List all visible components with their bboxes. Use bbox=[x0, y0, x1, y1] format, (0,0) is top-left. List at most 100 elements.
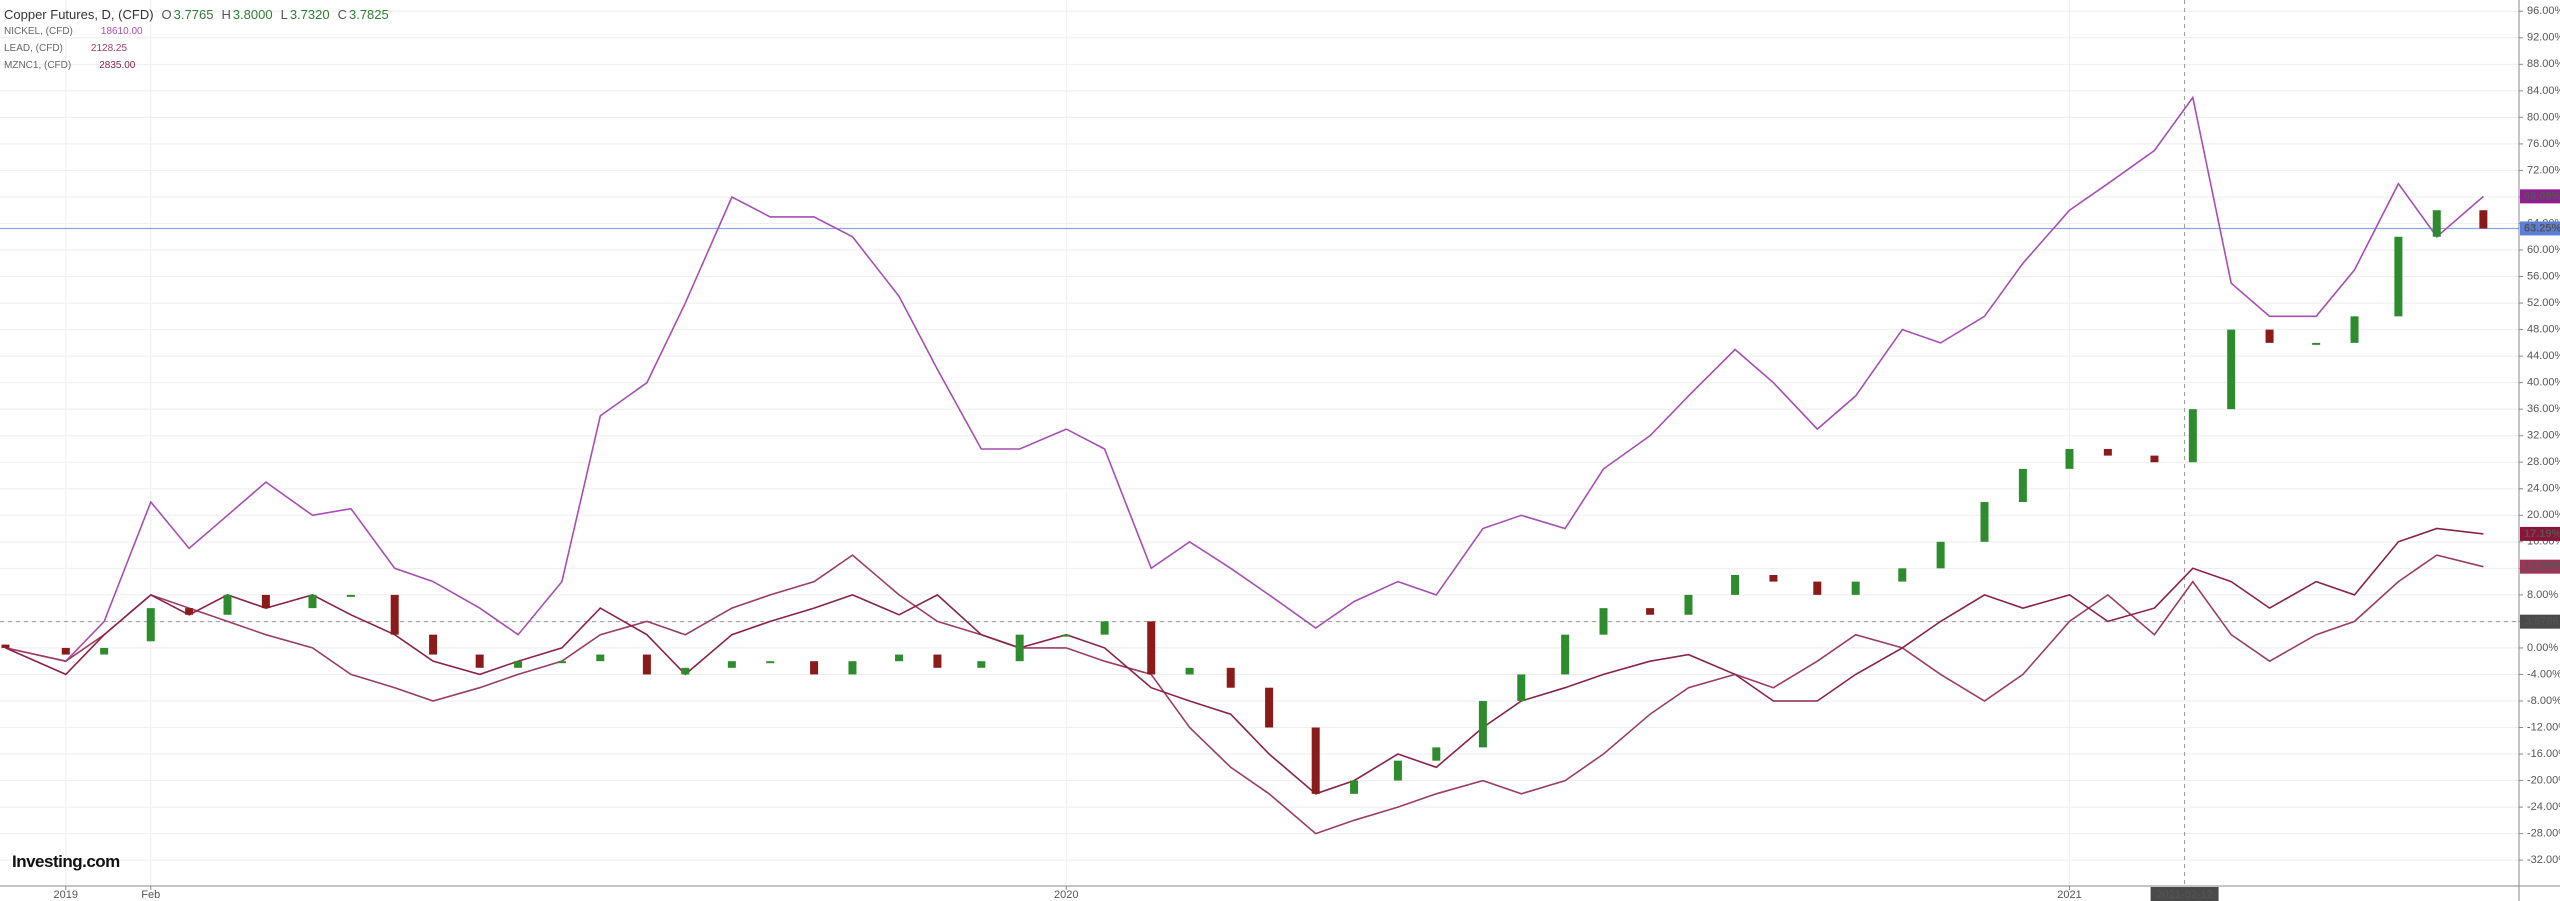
end-label-box bbox=[2520, 559, 2560, 574]
candle bbox=[1646, 608, 1655, 615]
y-tick-label: 48.00% bbox=[2527, 324, 2560, 336]
candle bbox=[1185, 667, 1194, 675]
candle bbox=[1517, 674, 1526, 701]
y-tick-label: -28.00% bbox=[2527, 828, 2560, 840]
y-tick-label: -12.00% bbox=[2527, 721, 2560, 733]
candle bbox=[1813, 581, 1822, 595]
end-label-box bbox=[2520, 189, 2560, 204]
y-tick-label: 40.00% bbox=[2527, 377, 2560, 389]
ohlc-key: C bbox=[337, 7, 347, 22]
candle bbox=[261, 594, 270, 609]
end-label-text: 68.09% bbox=[2524, 190, 2560, 202]
candle bbox=[1561, 634, 1570, 675]
candle bbox=[308, 594, 317, 609]
y-tick-label: 76.00% bbox=[2527, 138, 2560, 150]
ohlc-value: 3.7825 bbox=[348, 7, 389, 22]
candle bbox=[1226, 667, 1235, 688]
y-tick-label: 20.00% bbox=[2527, 509, 2560, 521]
y-tick-label: 24.00% bbox=[2527, 483, 2560, 495]
candle bbox=[1684, 594, 1693, 615]
candle bbox=[2350, 316, 2359, 343]
x-tick-label: 2019 bbox=[54, 889, 78, 901]
end-label-text: 12.25% bbox=[2524, 561, 2560, 573]
candle bbox=[642, 654, 651, 675]
price-label-box bbox=[2520, 221, 2560, 236]
series-price: 18610.00 bbox=[100, 26, 143, 37]
candle bbox=[1, 644, 10, 648]
candle bbox=[100, 647, 109, 655]
y-tick-label: 96.00% bbox=[2527, 5, 2560, 17]
candle bbox=[1769, 574, 1778, 582]
candle bbox=[810, 661, 819, 675]
x-tick-label: 2020 bbox=[1054, 889, 1078, 901]
ohlc-value: 3.8000 bbox=[232, 7, 273, 22]
y-tick-label: -4.00% bbox=[2527, 668, 2560, 680]
candle bbox=[681, 667, 690, 675]
candle bbox=[2065, 448, 2074, 469]
x-tick-label: 2021 bbox=[2057, 889, 2081, 901]
brand-logo: Investing.com bbox=[12, 852, 120, 871]
candle bbox=[61, 647, 70, 655]
candle bbox=[1100, 621, 1109, 635]
legend: Copper Futures, D, (CFD) O 3.7765 H 3.8000 L 3… bbox=[4, 6, 389, 74]
candle bbox=[1265, 687, 1274, 728]
candle bbox=[1147, 621, 1156, 675]
crosshair-y-label: 3.6786 bbox=[2525, 616, 2559, 628]
ohlc-key: O bbox=[161, 7, 172, 22]
candle bbox=[895, 654, 904, 662]
ohlc-key: H bbox=[221, 7, 231, 22]
y-tick-label: 88.00% bbox=[2527, 58, 2560, 70]
y-tick-label: 56.00% bbox=[2527, 270, 2560, 282]
y-tick-label: 84.00% bbox=[2527, 85, 2560, 97]
series-legend-row: NICKEL, (CFD) 18610.00 bbox=[4, 23, 389, 40]
y-tick-label: 44.00% bbox=[2527, 350, 2560, 362]
candle bbox=[514, 661, 523, 668]
candle bbox=[557, 661, 566, 664]
crosshair-x-box bbox=[2150, 887, 2219, 901]
series-line bbox=[5, 95, 2484, 663]
y-tick-label: 32.00% bbox=[2527, 430, 2560, 442]
candle bbox=[848, 661, 857, 675]
candle bbox=[2103, 448, 2112, 456]
y-tick-label: 92.00% bbox=[2527, 32, 2560, 44]
series-price: 2835.00 bbox=[99, 60, 136, 71]
legend-title: Copper Futures, D, (CFD) bbox=[4, 7, 154, 22]
candle bbox=[2150, 455, 2159, 463]
candle bbox=[146, 608, 155, 642]
main-legend: Copper Futures, D, (CFD) O 3.7765 H 3.8000 L 3… bbox=[4, 6, 389, 23]
candle bbox=[185, 608, 194, 615]
candle bbox=[2394, 236, 2403, 317]
candle bbox=[1350, 780, 1359, 794]
candle bbox=[933, 654, 942, 668]
candle bbox=[2479, 210, 2488, 229]
candle bbox=[1432, 747, 1441, 761]
candle bbox=[1478, 700, 1487, 748]
ohlc-value: 3.7765 bbox=[173, 7, 214, 22]
ohlc-key: L bbox=[280, 7, 288, 22]
price-label-text: 63.25% bbox=[2524, 222, 2560, 234]
candle bbox=[596, 654, 605, 662]
y-tick-label: 36.00% bbox=[2527, 403, 2560, 415]
y-tick-label: 52.00% bbox=[2527, 297, 2560, 309]
y-tick-label: -24.00% bbox=[2527, 801, 2560, 813]
candle bbox=[1599, 608, 1608, 635]
y-tick-label: 28.00% bbox=[2527, 456, 2560, 468]
series-legend-row: LEAD, (CFD) 2128.25 bbox=[4, 40, 389, 57]
y-tick-label: 0.00% bbox=[2527, 642, 2558, 654]
y-tick-label: 72.00% bbox=[2527, 164, 2560, 176]
candle bbox=[1311, 727, 1320, 794]
candle bbox=[429, 634, 438, 655]
candle bbox=[475, 654, 484, 668]
candle bbox=[2227, 329, 2236, 410]
end-label-text: 17.19% bbox=[2524, 528, 2560, 540]
candle bbox=[2312, 342, 2321, 345]
series-line bbox=[5, 554, 2484, 835]
y-tick-label: 8.00% bbox=[2527, 589, 2558, 601]
y-tick-label: 80.00% bbox=[2527, 111, 2560, 123]
candle bbox=[727, 661, 736, 668]
y-tick-label: -16.00% bbox=[2527, 748, 2560, 760]
candle bbox=[1898, 568, 1907, 582]
candle bbox=[766, 661, 775, 664]
